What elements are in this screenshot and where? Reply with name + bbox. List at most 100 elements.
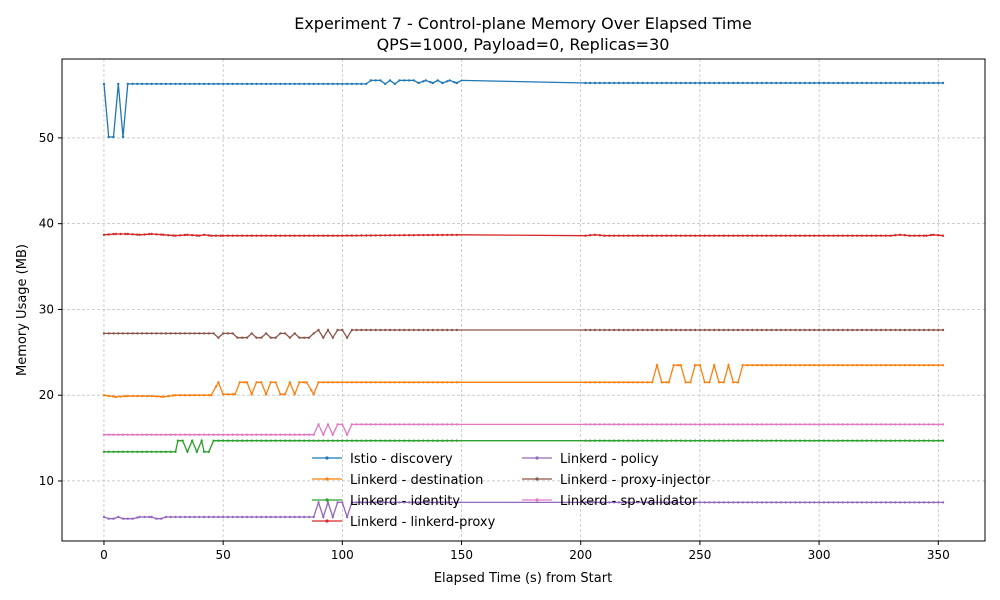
data-point bbox=[803, 234, 806, 237]
data-point bbox=[875, 81, 878, 85]
data-point bbox=[903, 439, 907, 442]
data-point bbox=[736, 439, 740, 442]
data-point bbox=[107, 332, 110, 335]
data-point bbox=[622, 501, 625, 504]
data-point bbox=[341, 328, 344, 332]
data-point bbox=[393, 501, 396, 504]
data-point bbox=[922, 234, 926, 237]
data-point bbox=[288, 433, 292, 436]
data-point bbox=[331, 82, 334, 86]
data-point bbox=[755, 439, 759, 442]
data-point bbox=[260, 515, 263, 519]
data-point bbox=[703, 234, 706, 237]
data-point bbox=[365, 82, 368, 86]
data-point bbox=[350, 439, 354, 442]
x-tick-label: 300 bbox=[808, 548, 831, 562]
data-point bbox=[746, 234, 749, 237]
data-point bbox=[617, 381, 621, 384]
data-point bbox=[856, 81, 859, 85]
data-point bbox=[889, 328, 892, 332]
data-point bbox=[584, 81, 587, 85]
data-point bbox=[188, 433, 191, 436]
data-point bbox=[741, 423, 744, 426]
data-point bbox=[622, 423, 625, 426]
data-point bbox=[765, 364, 768, 367]
data-point bbox=[403, 328, 406, 332]
data-point bbox=[765, 328, 768, 332]
data-point bbox=[388, 381, 392, 384]
data-point bbox=[598, 381, 601, 384]
data-point bbox=[651, 439, 654, 442]
data-point bbox=[140, 332, 144, 335]
data-point bbox=[722, 423, 725, 426]
data-point bbox=[236, 234, 239, 237]
data-point bbox=[193, 433, 196, 436]
data-point bbox=[913, 364, 916, 367]
series-line-linkerd-identity bbox=[104, 438, 943, 454]
data-point bbox=[918, 81, 921, 85]
data-point bbox=[274, 82, 277, 86]
data-point bbox=[789, 234, 792, 237]
legend-label: Istio - discovery bbox=[350, 452, 453, 467]
data-point bbox=[817, 501, 821, 504]
data-point bbox=[446, 233, 449, 237]
data-point bbox=[822, 423, 826, 426]
data-point bbox=[751, 423, 754, 426]
data-point bbox=[279, 433, 282, 436]
data-point bbox=[736, 81, 740, 85]
data-point bbox=[455, 328, 458, 332]
data-point bbox=[398, 328, 401, 332]
data-point bbox=[875, 501, 878, 504]
data-point bbox=[407, 501, 411, 504]
data-point bbox=[131, 233, 134, 236]
data-point bbox=[898, 423, 902, 426]
data-point bbox=[148, 515, 151, 519]
data-point bbox=[927, 364, 930, 367]
data-point bbox=[670, 328, 673, 332]
data-point bbox=[260, 82, 263, 86]
data-point bbox=[164, 332, 168, 335]
data-point bbox=[140, 450, 144, 453]
data-point bbox=[856, 501, 859, 504]
data-point bbox=[403, 423, 406, 426]
data-point bbox=[326, 501, 330, 504]
data-point bbox=[212, 515, 215, 519]
data-point bbox=[603, 328, 606, 332]
data-point bbox=[198, 82, 201, 86]
data-point bbox=[817, 439, 821, 442]
data-point bbox=[186, 450, 189, 453]
data-point bbox=[365, 234, 368, 237]
data-point bbox=[303, 515, 306, 519]
data-point bbox=[331, 433, 334, 436]
data-point bbox=[403, 234, 406, 237]
data-point bbox=[875, 328, 878, 332]
data-point bbox=[188, 394, 191, 397]
data-point bbox=[124, 232, 127, 236]
data-point bbox=[121, 332, 125, 335]
x-tick-label: 0 bbox=[100, 548, 108, 562]
data-point bbox=[632, 81, 635, 85]
data-point bbox=[641, 439, 644, 442]
data-point bbox=[856, 423, 859, 426]
data-point bbox=[641, 234, 644, 237]
data-point bbox=[689, 439, 692, 442]
data-point bbox=[264, 433, 268, 436]
data-point bbox=[677, 364, 680, 367]
data-point bbox=[589, 234, 592, 237]
data-point bbox=[689, 501, 692, 504]
data-point bbox=[708, 439, 711, 442]
data-point bbox=[450, 501, 454, 504]
data-point bbox=[894, 328, 897, 332]
data-point bbox=[107, 517, 110, 520]
data-point bbox=[698, 81, 702, 85]
data-point bbox=[632, 381, 635, 384]
data-point bbox=[827, 328, 830, 332]
data-point bbox=[903, 501, 907, 504]
data-point bbox=[145, 332, 149, 335]
data-point bbox=[155, 233, 158, 236]
data-point bbox=[102, 82, 106, 86]
data-point bbox=[789, 328, 792, 332]
data-point bbox=[798, 328, 802, 332]
legend-item: Linkerd - identity bbox=[312, 494, 460, 509]
legend-marker bbox=[325, 519, 329, 523]
